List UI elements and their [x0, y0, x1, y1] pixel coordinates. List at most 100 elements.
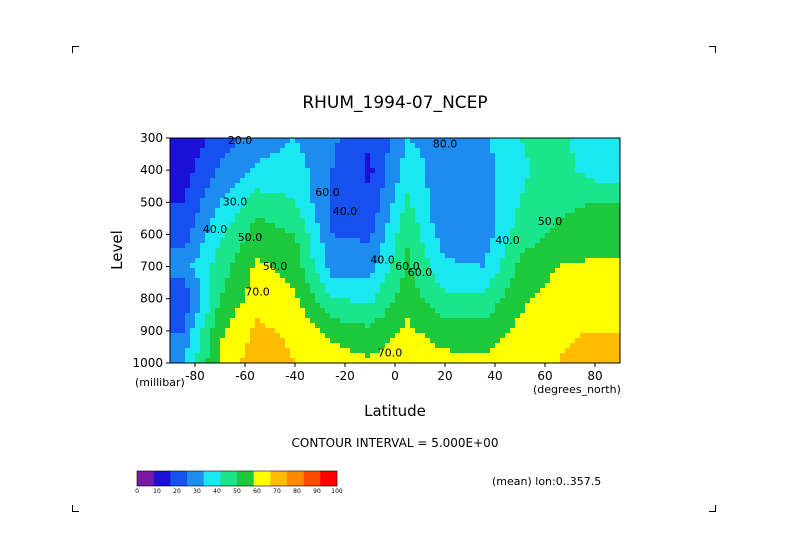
contour-cell — [325, 273, 331, 279]
contour-cell — [180, 168, 186, 174]
contour-cell — [415, 303, 421, 309]
contour-cell — [345, 308, 351, 314]
contour-cell — [420, 348, 426, 354]
contour-cell — [455, 253, 461, 259]
contour-cell — [430, 268, 436, 274]
contour-cell — [495, 278, 501, 284]
contour-cell — [310, 298, 316, 304]
contour-cell — [325, 343, 331, 349]
contour-cell — [335, 178, 341, 184]
contour-cell — [380, 338, 386, 344]
contour-cell — [500, 338, 506, 344]
contour-cell — [540, 268, 546, 274]
contour-cell — [445, 218, 451, 224]
contour-cell — [335, 253, 341, 259]
contour-cell — [220, 193, 226, 199]
contour-cell — [485, 238, 491, 244]
contour-cell — [310, 333, 316, 339]
contour-cell — [565, 208, 571, 214]
contour-cell — [375, 163, 381, 169]
contour-cell — [590, 278, 596, 284]
contour-cell — [405, 173, 411, 179]
contour-cell — [295, 333, 301, 339]
contour-cell — [410, 213, 416, 219]
contour-cell — [220, 348, 226, 354]
contour-cell — [385, 348, 391, 354]
contour-cell — [310, 268, 316, 274]
contour-cell — [460, 318, 466, 324]
contour-cell — [220, 173, 226, 179]
contour-cell — [590, 238, 596, 244]
contour-cell — [560, 273, 566, 279]
contour-cell — [250, 143, 256, 149]
contour-cell — [225, 208, 231, 214]
contour-cell — [370, 213, 376, 219]
contour-cell — [560, 233, 566, 239]
contour-cell — [545, 288, 551, 294]
contour-cell — [550, 218, 556, 224]
contour-cell — [560, 153, 566, 159]
contour-cell — [515, 213, 521, 219]
contour-cell — [505, 318, 511, 324]
contour-cell — [400, 278, 406, 284]
contour-cell — [430, 293, 436, 299]
contour-cell — [525, 158, 531, 164]
contour-cell — [315, 308, 321, 314]
contour-cell — [375, 193, 381, 199]
contour-cell — [415, 218, 421, 224]
contour-cell — [190, 178, 196, 184]
contour-cell — [205, 338, 211, 344]
contour-cell — [395, 323, 401, 329]
contour-cell — [240, 233, 246, 239]
contour-cell — [580, 188, 586, 194]
contour-cell — [500, 348, 506, 354]
contour-cell — [310, 173, 316, 179]
contour-cell — [305, 213, 311, 219]
contour-cell — [350, 293, 356, 299]
contour-cell — [425, 293, 431, 299]
contour-cell — [555, 158, 561, 164]
contour-cell — [390, 178, 396, 184]
contour-cell — [530, 148, 536, 154]
contour-cell — [445, 303, 451, 309]
contour-cell — [530, 213, 536, 219]
contour-cell — [340, 163, 346, 169]
contour-cell — [360, 183, 366, 189]
contour-cell — [350, 348, 356, 354]
contour-cell — [185, 183, 191, 189]
contour-cell — [485, 138, 491, 144]
contour-cell — [480, 353, 486, 359]
contour-cell — [190, 193, 196, 199]
contour-cell — [455, 293, 461, 299]
contour-cell — [410, 183, 416, 189]
contour-cell — [210, 233, 216, 239]
contour-cell — [615, 348, 620, 354]
contour-cell — [295, 263, 301, 269]
contour-cell — [310, 138, 316, 144]
contour-cell — [360, 293, 366, 299]
contour-cell — [270, 223, 276, 229]
contour-cell — [365, 303, 371, 309]
contour-cell — [335, 173, 341, 179]
contour-cell — [300, 163, 306, 169]
contour-cell — [600, 183, 606, 189]
contour-label: 30.0 — [223, 196, 248, 209]
contour-cell — [345, 178, 351, 184]
contour-cell — [470, 148, 476, 154]
contour-cell — [325, 308, 331, 314]
contour-cell — [570, 168, 576, 174]
contour-cell — [190, 328, 196, 334]
contour-cell — [280, 173, 286, 179]
contour-cell — [260, 188, 266, 194]
contour-cell — [335, 298, 341, 304]
contour-cell — [525, 253, 531, 259]
contour-cell — [215, 143, 221, 149]
contour-cell — [275, 213, 281, 219]
contour-cell — [315, 323, 321, 329]
contour-cell — [295, 208, 301, 214]
contour-cell — [355, 193, 361, 199]
contour-cell — [580, 173, 586, 179]
contour-cell — [505, 223, 511, 229]
contour-cell — [360, 268, 366, 274]
contour-cell — [530, 283, 536, 289]
